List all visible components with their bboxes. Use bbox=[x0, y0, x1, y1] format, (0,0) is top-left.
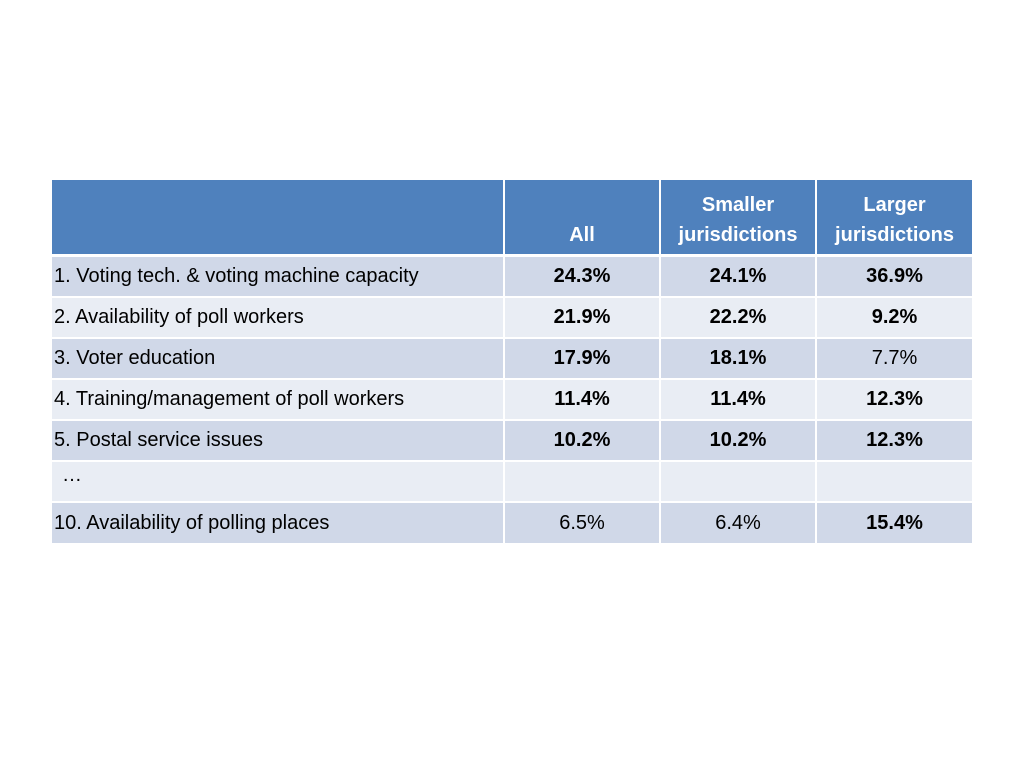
results-table: All Smaller jurisdictions Larger jurisdi… bbox=[52, 180, 972, 545]
header-smaller-jurisdictions: Smaller jurisdictions bbox=[660, 180, 817, 257]
cell-larger: 7.7% bbox=[816, 338, 972, 380]
results-table-container: All Smaller jurisdictions Larger jurisdi… bbox=[52, 180, 972, 545]
table-body: 1. Voting tech. & voting machine capacit… bbox=[52, 255, 972, 545]
cell-smaller bbox=[660, 461, 817, 503]
table-row: 5. Postal service issues 10.2% 10.2% 12.… bbox=[52, 420, 972, 462]
cell-all bbox=[504, 461, 661, 503]
header-smaller-line1: Smaller bbox=[701, 194, 775, 216]
cell-all: 6.5% bbox=[504, 502, 661, 545]
cell-larger bbox=[816, 461, 972, 503]
row-label: 10. Availability of polling places bbox=[52, 502, 505, 545]
table-row: 4. Training/management of poll workers 1… bbox=[52, 379, 972, 421]
cell-larger: 12.3% bbox=[816, 420, 972, 462]
row-label: 1. Voting tech. & voting machine capacit… bbox=[52, 255, 505, 298]
cell-all: 24.3% bbox=[504, 255, 661, 298]
cell-larger: 36.9% bbox=[816, 255, 972, 298]
table-row: 3. Voter education 17.9% 18.1% 7.7% bbox=[52, 338, 972, 380]
cell-smaller: 11.4% bbox=[660, 379, 817, 421]
header-larger-jurisdictions: Larger jurisdictions bbox=[816, 180, 972, 257]
header-smaller-line2: jurisdictions bbox=[678, 224, 798, 246]
cell-smaller: 22.2% bbox=[660, 297, 817, 339]
cell-larger: 9.2% bbox=[816, 297, 972, 339]
row-label: … bbox=[52, 461, 505, 503]
header-larger-line1: Larger bbox=[863, 194, 926, 216]
header-all: All bbox=[504, 180, 661, 257]
cell-smaller: 24.1% bbox=[660, 255, 817, 298]
cell-smaller: 6.4% bbox=[660, 502, 817, 545]
cell-all: 10.2% bbox=[504, 420, 661, 462]
cell-smaller: 18.1% bbox=[660, 338, 817, 380]
header-label-column bbox=[52, 180, 505, 257]
row-label: 4. Training/management of poll workers bbox=[52, 379, 505, 421]
cell-all: 17.9% bbox=[504, 338, 661, 380]
table-row: 1. Voting tech. & voting machine capacit… bbox=[52, 255, 972, 298]
header-all-text: All bbox=[569, 224, 595, 246]
cell-smaller: 10.2% bbox=[660, 420, 817, 462]
row-label: 2. Availability of poll workers bbox=[52, 297, 505, 339]
table-header-row: All Smaller jurisdictions Larger jurisdi… bbox=[52, 180, 972, 257]
cell-all: 11.4% bbox=[504, 379, 661, 421]
row-label: 3. Voter education bbox=[52, 338, 505, 380]
cell-larger: 12.3% bbox=[816, 379, 972, 421]
header-larger-line2: jurisdictions bbox=[835, 224, 954, 246]
table-row: 10. Availability of polling places 6.5% … bbox=[52, 502, 972, 545]
row-label: 5. Postal service issues bbox=[52, 420, 505, 462]
cell-larger: 15.4% bbox=[816, 502, 972, 545]
cell-all: 21.9% bbox=[504, 297, 661, 339]
table-row-ellipsis: … bbox=[52, 461, 972, 503]
table-row: 2. Availability of poll workers 21.9% 22… bbox=[52, 297, 972, 339]
